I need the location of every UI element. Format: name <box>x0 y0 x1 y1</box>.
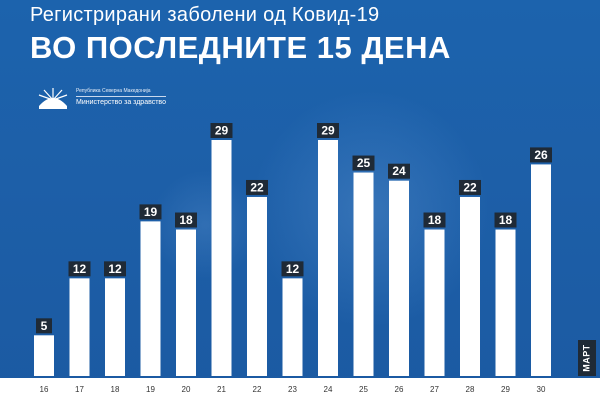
data-label-box <box>175 212 197 228</box>
bar <box>424 229 445 376</box>
data-label-box <box>317 123 339 138</box>
data-label: 12 <box>73 262 87 276</box>
data-label-box <box>36 318 52 334</box>
data-label-box <box>352 155 375 171</box>
data-label: 18 <box>499 213 513 227</box>
bar <box>69 278 90 376</box>
bar <box>282 278 303 376</box>
ministry-logo: Република Северна Македонија Министерств… <box>36 86 176 112</box>
bar <box>247 196 267 376</box>
data-label-box <box>423 212 446 228</box>
bar <box>176 229 196 376</box>
data-label: 12 <box>286 262 300 276</box>
x-tick-label: 29 <box>501 385 510 394</box>
data-label: 12 <box>108 262 122 276</box>
data-label: 24 <box>392 164 406 178</box>
x-tick-label: 26 <box>395 385 404 394</box>
data-label-box <box>281 261 304 277</box>
logo-divider <box>76 96 166 97</box>
data-label-box <box>68 261 91 277</box>
bar <box>389 180 409 376</box>
x-tick-label: 25 <box>359 385 368 394</box>
data-label: 26 <box>534 148 548 162</box>
month-label: МАРТ <box>578 340 596 376</box>
data-label: 22 <box>463 180 477 194</box>
data-label-box <box>210 123 233 138</box>
data-label: 5 <box>41 319 48 333</box>
republic-name: Република Северна Македонија <box>76 88 151 94</box>
x-tick-label: 20 <box>182 385 191 394</box>
x-tick-label: 23 <box>288 385 297 394</box>
bar <box>460 196 480 376</box>
x-tick-label: 30 <box>537 385 546 394</box>
data-label-box <box>494 212 517 228</box>
x-tick-label: 22 <box>253 385 262 394</box>
bar <box>495 229 516 376</box>
data-label-box <box>459 179 481 195</box>
data-label: 19 <box>144 205 158 219</box>
chart-title-line1: Регистрирани заболени од Ковид-19 <box>30 4 380 26</box>
x-tick-label: 21 <box>217 385 226 394</box>
data-label: 18 <box>428 213 442 227</box>
bar <box>531 164 551 376</box>
data-label: 25 <box>357 156 371 170</box>
data-label: 18 <box>179 213 193 227</box>
x-tick-label: 24 <box>324 385 333 394</box>
data-label-box <box>388 163 410 179</box>
data-label: 22 <box>250 180 264 194</box>
bar <box>318 140 338 376</box>
chart-title-line2: ВО ПОСЛЕДНИТЕ 15 ДЕНА <box>30 30 451 65</box>
x-axis-strip <box>0 378 600 400</box>
bar <box>353 172 374 376</box>
data-label-box <box>246 179 268 195</box>
x-tick-label: 18 <box>111 385 120 394</box>
ministry-name: Министерство за здравство <box>76 99 166 106</box>
data-label-box <box>530 147 552 163</box>
x-tick-label: 28 <box>466 385 475 394</box>
data-label-box <box>104 261 126 277</box>
bar <box>140 221 161 376</box>
data-label-box <box>139 204 162 220</box>
data-label: 29 <box>215 124 229 138</box>
month-label-text: МАРТ <box>582 344 593 372</box>
data-label: 29 <box>321 124 335 138</box>
bar <box>211 140 232 376</box>
emblem-icon <box>38 88 68 109</box>
x-tick-label: 19 <box>146 385 155 394</box>
x-tick-label: 17 <box>75 385 84 394</box>
bar <box>105 278 125 376</box>
bar <box>34 335 54 376</box>
x-tick-label: 16 <box>40 385 49 394</box>
x-tick-label: 27 <box>430 385 439 394</box>
